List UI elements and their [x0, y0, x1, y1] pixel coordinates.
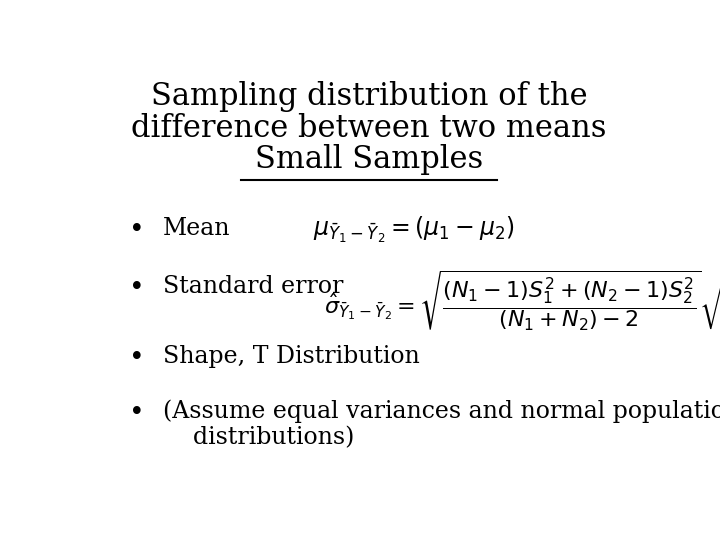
Text: (Assume equal variances and normal population
    distributions): (Assume equal variances and normal popul…: [163, 400, 720, 450]
Text: •: •: [129, 217, 145, 241]
Text: Mean: Mean: [163, 217, 230, 240]
Text: •: •: [129, 275, 145, 300]
Text: •: •: [129, 346, 145, 370]
Text: $\mu_{\bar{Y}_1 - \bar{Y}_2} = (\mu_1 - \mu_2)$: $\mu_{\bar{Y}_1 - \bar{Y}_2} = (\mu_1 - …: [313, 214, 515, 245]
Text: Sampling distribution of the: Sampling distribution of the: [150, 82, 588, 112]
Text: Small Samples: Small Samples: [255, 144, 483, 175]
Text: •: •: [129, 400, 145, 424]
Text: Standard error: Standard error: [163, 275, 343, 298]
Text: Shape, T Distribution: Shape, T Distribution: [163, 346, 419, 368]
Text: difference between two means: difference between two means: [131, 113, 607, 144]
Text: $\hat{\sigma}_{\bar{Y}_1 - \bar{Y}_2} = \sqrt{\dfrac{(N_1-1)S_1^2 + (N_2-1)S_2^2: $\hat{\sigma}_{\bar{Y}_1 - \bar{Y}_2} = …: [324, 268, 720, 333]
